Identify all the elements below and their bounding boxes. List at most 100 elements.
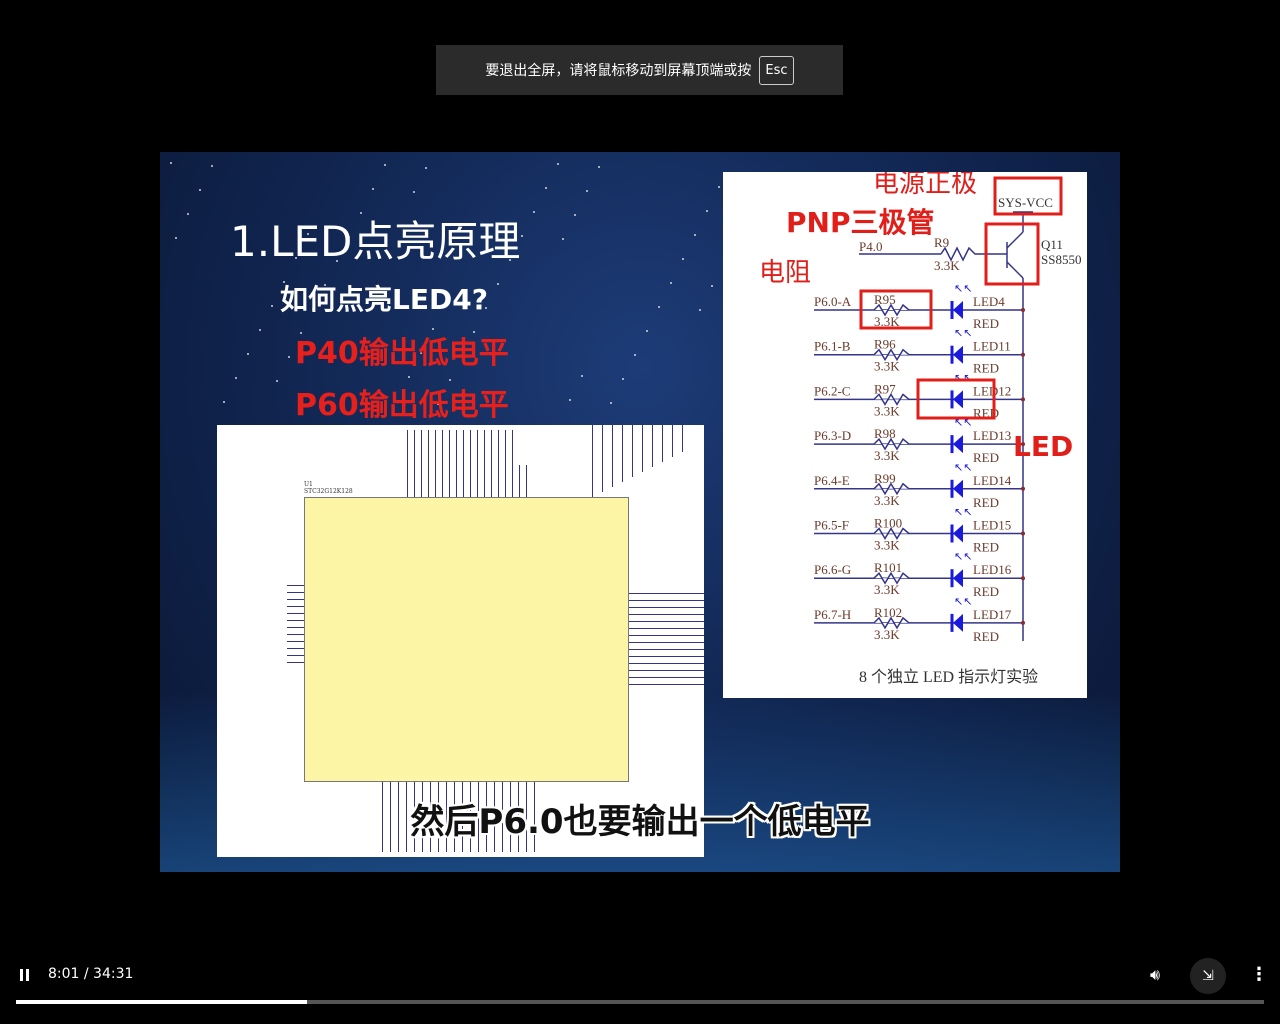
led-ref: LED11 bbox=[973, 339, 1011, 354]
led-light-icon: ↖↖ bbox=[954, 327, 972, 340]
star bbox=[420, 352, 422, 354]
star bbox=[211, 165, 213, 167]
pin-line bbox=[287, 655, 304, 656]
led-symbol bbox=[953, 390, 963, 409]
pin-line bbox=[629, 607, 704, 608]
pin-line bbox=[287, 613, 304, 614]
led-schematic-svg: P4.0 R9 3.3K SYS-VCC Q11 SS8550 ↖↖ P6.0-A… bbox=[759, 169, 1081, 686]
mcu-chip bbox=[304, 497, 629, 782]
pin-line bbox=[287, 662, 304, 663]
led-color: RED bbox=[973, 495, 999, 510]
star bbox=[223, 401, 225, 403]
progress-bar[interactable] bbox=[16, 1000, 1264, 1004]
volume-icon[interactable]: 🔊︎ bbox=[1150, 965, 1161, 984]
pause-icon[interactable] bbox=[18, 968, 32, 982]
pin-line bbox=[287, 606, 304, 607]
esc-key: Esc bbox=[759, 55, 794, 85]
pin-line bbox=[449, 430, 450, 497]
led-color: RED bbox=[973, 316, 999, 331]
star bbox=[432, 328, 434, 330]
star bbox=[444, 304, 446, 306]
led-symbol bbox=[953, 569, 963, 588]
pin-line bbox=[470, 430, 471, 497]
transistor-part: SS8550 bbox=[1041, 252, 1081, 267]
pin-line bbox=[414, 430, 415, 497]
pin-line bbox=[446, 782, 447, 852]
junction-dot bbox=[1021, 620, 1025, 625]
pin-line bbox=[430, 782, 431, 852]
resistor-symbol bbox=[873, 571, 910, 585]
pin-line bbox=[477, 465, 478, 497]
video-frame[interactable]: 1.LED点亮原理 如何点亮LED4? P40输出低电平 P60输出低电平 U1… bbox=[160, 152, 1120, 872]
led-symbol bbox=[953, 613, 963, 632]
star bbox=[396, 400, 398, 402]
star bbox=[247, 353, 249, 355]
pin-line bbox=[442, 430, 443, 497]
junction-dot bbox=[1021, 352, 1025, 357]
star bbox=[670, 282, 672, 284]
pin-line bbox=[435, 430, 436, 497]
pin-line bbox=[287, 641, 304, 642]
led-ref: LED12 bbox=[973, 383, 1011, 398]
pin-line bbox=[526, 782, 527, 852]
pin-line bbox=[484, 465, 485, 497]
resistor-ref: R98 bbox=[874, 426, 896, 441]
pin-line bbox=[519, 465, 520, 497]
star bbox=[533, 211, 535, 213]
star bbox=[562, 238, 564, 240]
led-color: RED bbox=[973, 584, 999, 599]
led-light-icon: ↖↖ bbox=[954, 506, 972, 519]
pin-line bbox=[629, 642, 704, 643]
star bbox=[187, 213, 189, 215]
junction-dot bbox=[1021, 308, 1025, 312]
pin-line bbox=[462, 782, 463, 852]
more-vert-icon[interactable]: ⋮ bbox=[1250, 964, 1268, 985]
star bbox=[307, 233, 309, 235]
star bbox=[449, 379, 451, 381]
port-label: P6.5-F bbox=[814, 518, 849, 533]
junction-dot bbox=[1021, 576, 1025, 581]
pin-line bbox=[287, 599, 304, 600]
pin-line bbox=[390, 782, 391, 852]
progress-played bbox=[16, 1000, 307, 1004]
pin-line bbox=[612, 425, 613, 487]
star bbox=[682, 258, 684, 260]
resistor-ref: R100 bbox=[874, 516, 902, 531]
star bbox=[711, 285, 713, 287]
led-ref: LED13 bbox=[973, 428, 1011, 443]
pin-line bbox=[629, 656, 704, 657]
step-2: P60输出低电平 bbox=[295, 388, 509, 423]
pin-line bbox=[287, 648, 304, 649]
pin-line bbox=[505, 465, 506, 497]
exit-fullscreen-icon[interactable]: ⇲ bbox=[1190, 958, 1226, 994]
pin-line bbox=[526, 465, 527, 497]
star bbox=[336, 260, 338, 262]
exit-fullscreen-hint: 要退出全屏，请将鼠标移动到屏幕顶端或按 Esc bbox=[436, 45, 843, 95]
port-label: P6.7-H bbox=[814, 607, 851, 622]
annot-pnp: PNP三极管 bbox=[786, 206, 934, 239]
pin-line bbox=[287, 592, 304, 593]
resistor-value: 3.3K bbox=[874, 448, 900, 463]
pin-line bbox=[494, 782, 495, 852]
pin-line bbox=[629, 593, 704, 594]
junction-dot bbox=[1021, 397, 1025, 402]
junction-dot bbox=[1021, 486, 1025, 491]
resistor-value: 3.3K bbox=[874, 403, 900, 418]
pin-line bbox=[498, 430, 499, 497]
port-label: P6.0-A bbox=[814, 294, 852, 309]
pin-line bbox=[484, 430, 485, 497]
junction-dot bbox=[1021, 531, 1025, 536]
pin-line bbox=[682, 425, 683, 452]
star bbox=[586, 190, 588, 192]
pin-line bbox=[477, 430, 478, 497]
led-symbol bbox=[953, 435, 963, 454]
pin-line bbox=[406, 782, 407, 852]
star bbox=[348, 236, 350, 238]
star bbox=[598, 166, 600, 168]
chip-label: U1 STC32G12K128 bbox=[304, 481, 353, 495]
pin-line bbox=[629, 684, 704, 685]
star bbox=[324, 284, 326, 286]
pin-line bbox=[512, 465, 513, 497]
led-symbol bbox=[953, 524, 963, 543]
pin-line bbox=[592, 425, 593, 497]
